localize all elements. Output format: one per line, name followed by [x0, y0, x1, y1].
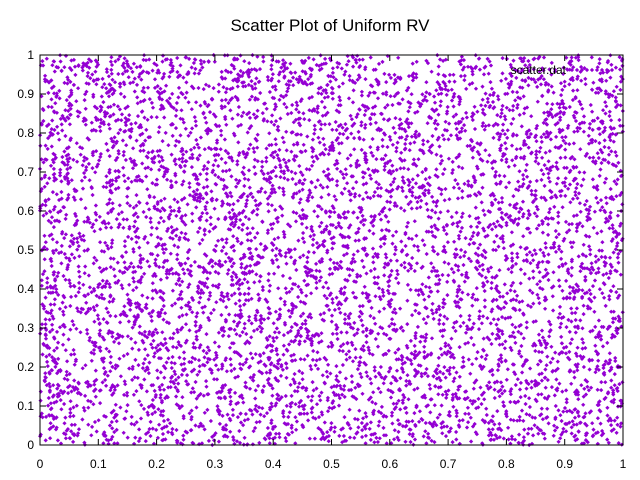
legend-label-scatter-dat: scatter.dat	[511, 63, 567, 77]
y-tick-label: 0.6	[17, 204, 34, 218]
x-tick-label: 1	[620, 457, 627, 471]
scatter-point	[253, 388, 258, 393]
scatter-point	[72, 64, 78, 69]
legend-marker-sample	[569, 67, 615, 73]
scatter-point	[603, 111, 608, 116]
y-tick-label: 0.8	[17, 126, 34, 140]
scatter-point	[615, 415, 620, 420]
scatter-point	[562, 84, 567, 89]
scatter-point	[317, 357, 322, 362]
scatter-point	[137, 427, 142, 432]
x-tick-label: 0.4	[265, 457, 282, 471]
scatter-point	[376, 275, 381, 280]
y-tick-label: 0.4	[17, 282, 34, 296]
y-tick-label: 0.1	[17, 399, 34, 413]
scatter-point	[195, 372, 200, 377]
scatter-point	[78, 310, 83, 315]
scatter-point	[510, 158, 515, 163]
scatter-points	[37, 52, 625, 448]
scatter-point	[521, 435, 526, 440]
y-tick-label: 0.2	[17, 360, 34, 374]
x-tick-label: 0.1	[90, 457, 107, 471]
scatter-point	[387, 134, 392, 139]
scatter-point	[492, 380, 497, 385]
scatter-point	[125, 201, 130, 206]
scatter-point	[43, 240, 48, 245]
legend-marker	[589, 67, 595, 73]
y-tick-label: 1	[27, 48, 34, 62]
scatter-point	[451, 185, 457, 190]
scatter-point	[276, 72, 282, 77]
scatter-point	[335, 60, 340, 65]
scatter-point	[323, 88, 328, 93]
y-tick-label: 0.3	[17, 321, 34, 335]
y-tick-label: 0.9	[17, 87, 34, 101]
x-tick-label: 0.2	[148, 457, 165, 471]
scatter-point	[247, 407, 252, 412]
scatter-point	[440, 431, 445, 436]
scatter-point	[370, 400, 375, 405]
scatter-point	[177, 283, 183, 288]
scatter-point	[352, 259, 357, 264]
legend-marker	[599, 67, 605, 73]
y-axis: 0 0.1 0.2 0.3 0.4 0.5 0.6 0.7 0.8 0.9 1	[17, 48, 623, 452]
scatter-point	[218, 396, 223, 401]
x-tick-label: 0.9	[556, 457, 573, 471]
legend-marker	[574, 67, 580, 73]
scatter-point	[480, 314, 486, 319]
scatter-point	[422, 193, 427, 198]
x-tick-label: 0.8	[498, 457, 515, 471]
scatter-point	[265, 119, 270, 124]
x-tick-label: 0.7	[440, 457, 457, 471]
y-tick-label: 0	[27, 438, 34, 452]
x-tick-label: 0.5	[323, 457, 340, 471]
scatter-point	[282, 302, 287, 307]
scatter-point	[102, 337, 107, 342]
y-tick-label: 0.5	[17, 243, 34, 257]
scatter-point	[405, 322, 410, 327]
legend-marker	[569, 67, 575, 73]
x-tick-label: 0.6	[381, 457, 398, 471]
chart-title: Scatter Plot of Uniform RV	[230, 16, 430, 35]
scatter-point	[107, 423, 113, 428]
scatter-point	[142, 329, 148, 334]
legend-marker	[579, 67, 585, 73]
scatter-point	[597, 173, 602, 178]
legend-marker	[609, 67, 615, 73]
x-axis: 0 0.1 0.2 0.3 0.4 0.5 0.6 0.7 0.8 0.9 1	[37, 55, 627, 471]
scatter-point	[346, 349, 352, 354]
legend: scatter.dat	[511, 63, 615, 77]
y-tick-label: 0.7	[17, 165, 34, 179]
x-tick-label: 0.3	[207, 457, 224, 471]
scatter-point-cloud	[37, 52, 625, 448]
legend-marker	[604, 67, 610, 73]
x-tick-label: 0	[37, 457, 44, 471]
scatter-point	[201, 290, 206, 295]
legend-marker	[594, 67, 600, 73]
scatter-point	[90, 166, 95, 171]
legend-marker	[584, 67, 590, 73]
